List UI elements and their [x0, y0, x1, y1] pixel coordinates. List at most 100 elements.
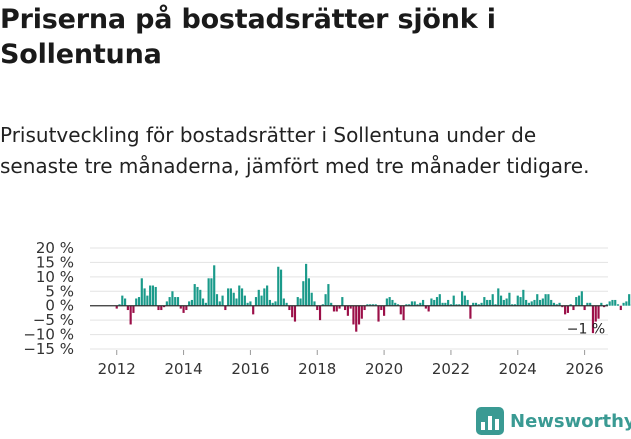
bar [174, 297, 177, 306]
bar [341, 297, 344, 306]
bar [597, 305, 600, 319]
bar [519, 297, 522, 306]
bar [185, 305, 188, 311]
bar [474, 302, 478, 306]
bar [210, 278, 213, 306]
bar [394, 302, 397, 306]
bar [176, 297, 180, 306]
bar [171, 291, 174, 306]
bar [441, 302, 444, 306]
bar [232, 292, 235, 306]
bar [227, 288, 230, 306]
bar [168, 297, 171, 306]
y-tick-label: 10 % [36, 268, 74, 286]
bar [252, 305, 255, 315]
bar [502, 299, 505, 306]
bar [257, 289, 260, 306]
bar [140, 278, 143, 306]
bar [246, 302, 249, 306]
bar [371, 304, 375, 306]
bar [435, 297, 439, 306]
bar [541, 298, 544, 306]
bar [179, 305, 182, 309]
bar [146, 295, 149, 306]
bar [193, 284, 196, 306]
bar [483, 297, 486, 306]
bar [410, 301, 414, 306]
bar [547, 294, 550, 306]
bar [628, 294, 631, 306]
bar [204, 302, 207, 306]
bar [491, 294, 494, 306]
bar [605, 304, 608, 306]
bar [344, 305, 347, 311]
bar [477, 304, 480, 306]
bar [240, 288, 244, 306]
bar [499, 295, 503, 306]
bar [310, 292, 313, 306]
bar [511, 304, 514, 306]
bar-chart-icon [476, 407, 504, 435]
y-axis-labels: 20 %15 %10 %5 %0 %−5 %−10 %−15 % [23, 239, 74, 358]
bar [157, 305, 160, 311]
bar [330, 302, 333, 306]
bar [622, 302, 625, 306]
bar [385, 298, 388, 306]
bar [352, 305, 355, 325]
gridlines [90, 247, 608, 350]
bar [218, 301, 221, 306]
bar [480, 302, 483, 306]
bar [555, 304, 558, 306]
bar [505, 298, 508, 306]
bar [619, 305, 622, 311]
bar [374, 304, 377, 306]
bar [115, 305, 118, 309]
bar [279, 269, 283, 306]
bar [469, 305, 472, 319]
bar [238, 285, 241, 306]
bar [165, 301, 168, 306]
newsworthy-logo: Newsworthy [476, 406, 631, 436]
bar [260, 295, 263, 306]
y-tick-label: 15 % [36, 253, 74, 271]
bar [338, 305, 341, 309]
bar [313, 301, 316, 306]
y-tick-label: 0 % [45, 297, 74, 315]
bar [586, 302, 589, 306]
bar [575, 297, 578, 306]
bar [201, 298, 205, 306]
bar [266, 285, 269, 306]
x-tick-label: 2014 [164, 360, 202, 378]
bar [399, 305, 402, 315]
bar [285, 302, 288, 306]
chart-title: Priserna på bostadsrätter sjönk i Sollen… [0, 4, 496, 70]
bar-chart: 20 %15 %10 %5 %0 %−5 %−10 %−15 % 2012 201… [23, 239, 631, 378]
bar [277, 266, 280, 306]
bar [151, 285, 155, 306]
bar [154, 286, 157, 306]
last-value-annotation: −1 % [567, 322, 605, 338]
bar [591, 305, 595, 334]
bar [580, 291, 583, 306]
bar [396, 304, 400, 306]
bar [472, 302, 475, 306]
bar [421, 299, 425, 306]
bar [318, 305, 322, 321]
bar [274, 301, 277, 306]
bar [199, 289, 202, 306]
bar [438, 294, 441, 306]
y-tick-label: −5 % [33, 311, 74, 329]
bar [291, 305, 294, 318]
bar [558, 302, 561, 306]
bar [516, 295, 519, 306]
bar [296, 297, 299, 306]
bar [494, 304, 497, 306]
bar [335, 305, 338, 312]
bar [369, 304, 372, 306]
bar [215, 294, 219, 306]
bar [577, 295, 581, 306]
x-axis-labels: 2012 2014 2016 2018 2020 2022 2024 2026 [98, 350, 604, 378]
bar [143, 288, 146, 306]
y-tick-label: 20 % [36, 239, 74, 257]
bar [124, 298, 127, 306]
